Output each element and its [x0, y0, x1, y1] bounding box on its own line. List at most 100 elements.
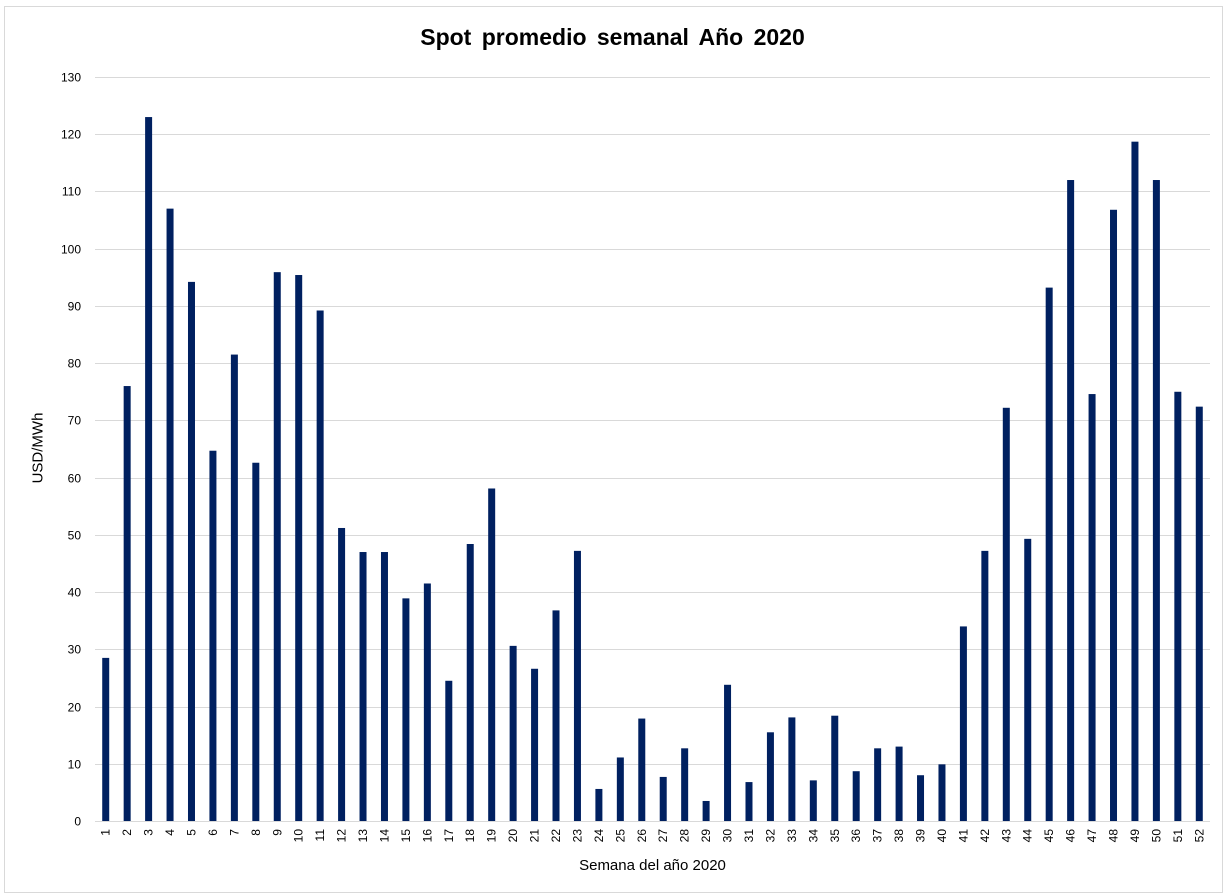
bar-week-26: [638, 718, 646, 821]
bar-week-15: [402, 598, 410, 821]
x-tick-label: 24: [592, 829, 606, 843]
x-tick-label: 27: [656, 829, 670, 843]
y-tick-label: 110: [62, 185, 81, 199]
x-tick-label: 4: [163, 829, 177, 836]
x-tick-label: 21: [528, 829, 542, 843]
x-tick-label: 23: [570, 829, 584, 843]
bar-week-30: [724, 684, 732, 821]
bar-week-21: [531, 668, 539, 821]
bar-week-13: [359, 552, 367, 821]
bar-week-52: [1195, 406, 1203, 821]
bar-week-14: [380, 552, 388, 821]
bar-week-42: [981, 550, 989, 821]
bar-week-5: [187, 281, 195, 821]
bar-week-39: [917, 775, 925, 821]
chart-title: Spot promedio semanal Año 2020: [420, 24, 805, 50]
x-tick-label: 1: [99, 829, 113, 836]
x-tick-label: 3: [142, 829, 156, 836]
x-tick-label: 47: [1085, 829, 1099, 843]
bar-week-34: [809, 780, 817, 821]
x-tick-label: 2: [120, 829, 134, 836]
x-tick-label: 35: [828, 829, 842, 843]
x-tick-label: 10: [292, 829, 306, 843]
x-tick-label: 34: [806, 829, 820, 843]
bar-week-40: [938, 764, 946, 821]
y-tick-label: 50: [68, 529, 82, 543]
bar-week-47: [1088, 394, 1096, 821]
bar-week-29: [702, 800, 710, 821]
x-tick-label: 26: [635, 829, 649, 843]
y-tick-label: 100: [61, 243, 81, 257]
bar-week-44: [1024, 538, 1032, 821]
bar-week-19: [488, 488, 496, 821]
x-tick-label: 32: [763, 829, 777, 843]
bar-week-17: [445, 680, 453, 821]
bar-week-28: [681, 748, 689, 821]
bar-week-25: [616, 757, 624, 821]
bar-week-49: [1131, 141, 1139, 822]
x-tick-label: 9: [270, 829, 284, 836]
x-tick-label: 6: [206, 829, 220, 836]
x-tick-label: 5: [184, 829, 198, 836]
x-tick-label: 36: [849, 829, 863, 843]
bar-week-32: [766, 732, 774, 821]
x-tick-label: 8: [249, 829, 263, 836]
gridlines: [95, 77, 1210, 822]
x-tick-label: 12: [335, 829, 349, 843]
bar-week-12: [338, 527, 346, 821]
bar-week-24: [595, 788, 603, 821]
y-tick-label: 20: [68, 701, 82, 715]
x-tick-label: 42: [978, 829, 992, 843]
x-tick-label: 29: [699, 829, 713, 843]
bar-week-22: [552, 610, 560, 821]
x-tick-label: 50: [1149, 829, 1163, 843]
bar-week-23: [573, 550, 581, 821]
y-tick-label: 60: [68, 472, 82, 486]
bar-week-3: [145, 117, 153, 821]
bar-week-9: [273, 272, 281, 821]
bar-week-4: [166, 208, 174, 821]
x-tick-label: 51: [1171, 829, 1185, 843]
y-tick-label: 10: [68, 758, 82, 772]
bar-week-37: [874, 748, 882, 821]
x-tick-label: 25: [613, 829, 627, 843]
x-tick-label: 38: [892, 829, 906, 843]
bar-week-10: [295, 275, 303, 821]
x-tick-label: 11: [313, 829, 327, 842]
bar-week-41: [959, 626, 967, 821]
x-tick-label: 40: [935, 829, 949, 843]
bar-week-45: [1045, 287, 1053, 821]
x-tick-label: 33: [785, 829, 799, 843]
bar-week-35: [831, 715, 839, 821]
bar-week-8: [252, 462, 260, 821]
x-tick-labels: 1 2 3 4 5 6 7 8 9 10 11 12 13 14 15 16 17 18 19 20 21 22 23 24 2…: [99, 829, 1207, 843]
bar-week-31: [745, 782, 753, 821]
x-tick-label: 16: [420, 829, 434, 843]
y-tick-label: 0: [74, 815, 81, 829]
bar-week-18: [466, 544, 474, 821]
bar-week-33: [788, 717, 796, 821]
x-tick-label: 37: [871, 829, 885, 843]
x-tick-label: 43: [999, 829, 1013, 843]
x-axis-label: Semana del año 2020: [579, 857, 726, 874]
bar-week-20: [509, 645, 517, 821]
x-tick-label: 14: [377, 829, 391, 843]
x-tick-label: 39: [914, 829, 928, 843]
bar-week-1: [102, 657, 110, 821]
x-tick-label: 15: [399, 829, 413, 843]
x-tick-label: 17: [442, 829, 456, 843]
x-tick-label: 31: [742, 829, 756, 843]
bar-week-50: [1152, 180, 1160, 821]
x-tick-label: 19: [485, 829, 499, 843]
x-tick-label: 44: [1021, 829, 1035, 843]
x-tick-label: 30: [721, 829, 735, 843]
x-tick-label: 18: [463, 829, 477, 843]
x-tick-label: 41: [956, 829, 970, 843]
bars: [102, 117, 1203, 822]
bar-week-51: [1174, 391, 1182, 821]
x-tick-label: 28: [678, 829, 692, 843]
y-tick-label: 30: [68, 643, 82, 657]
bar-week-46: [1067, 180, 1075, 821]
bar-week-48: [1110, 209, 1118, 821]
y-tick-label: 90: [68, 300, 82, 314]
